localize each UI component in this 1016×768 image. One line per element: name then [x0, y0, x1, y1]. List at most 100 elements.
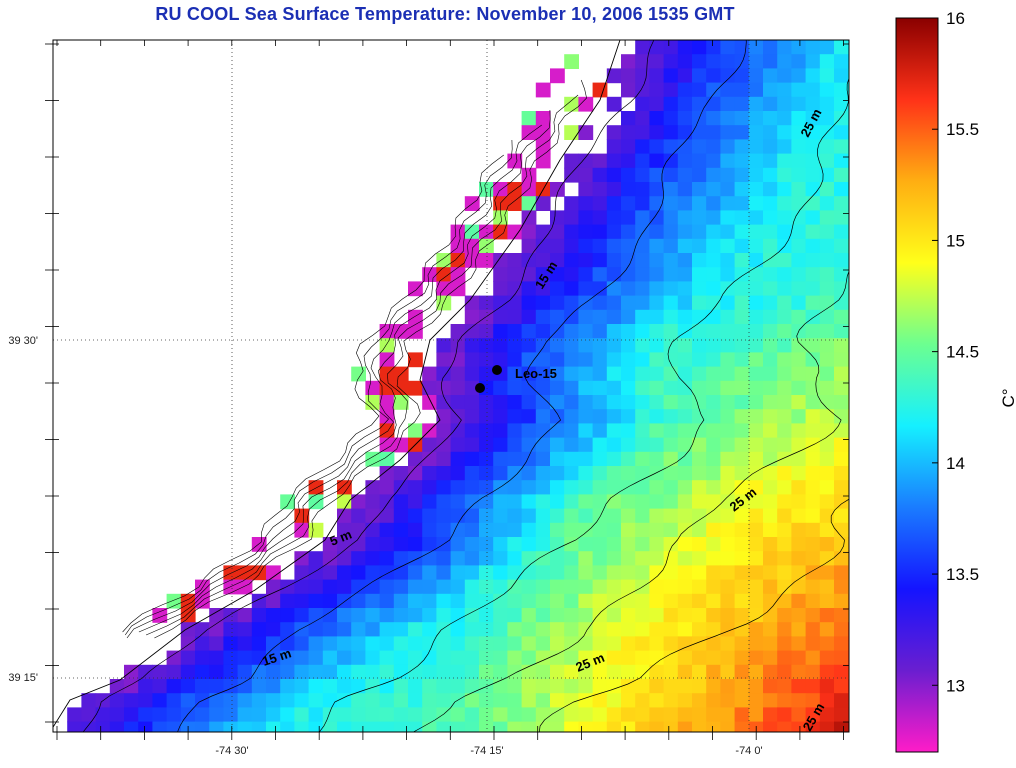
- sst-cell: [734, 338, 750, 353]
- sst-cell: [564, 395, 579, 410]
- sst-cell: [606, 707, 622, 723]
- bathymetry-contours: [82, 40, 849, 732]
- sst-cell: [663, 579, 679, 595]
- sst-cell: [464, 508, 480, 524]
- sst-cell: [535, 622, 551, 637]
- sst-cell: [479, 551, 494, 566]
- sst-cell: [720, 693, 736, 708]
- sst-cell: [819, 650, 835, 666]
- sst-cell: [280, 579, 295, 595]
- sst-cell: [706, 267, 721, 282]
- sst-cell: [493, 309, 508, 325]
- sst-cell: [720, 721, 736, 732]
- sst-cell: [606, 210, 622, 226]
- sst-cell: [379, 451, 395, 467]
- sst-cell: [791, 636, 807, 652]
- sst-cell: [550, 68, 565, 84]
- sst-cell: [535, 125, 551, 140]
- sst-cell: [720, 664, 736, 680]
- sst-cell: [763, 622, 778, 637]
- sst-cell: [578, 679, 594, 694]
- sst-cell: [649, 295, 665, 311]
- sst-cell: [578, 196, 594, 211]
- sst-cell: [365, 565, 381, 581]
- sst-cell: [422, 593, 437, 609]
- sst-cell: [677, 82, 693, 98]
- sst-cell: [791, 437, 807, 453]
- sst-cell: [734, 352, 750, 368]
- sst-cell: [408, 707, 423, 723]
- sst-cell: [635, 466, 650, 481]
- sst-cell: [706, 508, 721, 524]
- sst-cell: [649, 224, 665, 240]
- bay-outline: [124, 139, 513, 636]
- sst-cell: [223, 636, 239, 652]
- sst-cell: [720, 125, 736, 140]
- sst-cell: [720, 380, 736, 396]
- sst-cell: [322, 636, 338, 652]
- sst-cell: [763, 281, 778, 297]
- sst-cell: [834, 224, 849, 240]
- sst-cell: [81, 707, 97, 723]
- sst-cell: [493, 679, 508, 694]
- sst-cell: [834, 139, 849, 155]
- sst-cell: [479, 437, 494, 453]
- sst-cell: [393, 650, 409, 666]
- sst-cell: [507, 707, 523, 723]
- sst-cell: [834, 167, 849, 183]
- sst-cell: [422, 537, 437, 552]
- sst-cell: [251, 721, 267, 732]
- sst-cell: [535, 253, 551, 268]
- sst-cell: [564, 608, 579, 623]
- sst-cell: [337, 622, 352, 637]
- sst-cell: [834, 295, 849, 311]
- sst-cell: [365, 593, 381, 609]
- sst-cell: [294, 593, 310, 609]
- sst-cell: [819, 167, 835, 183]
- sst-cell: [393, 565, 409, 581]
- sst-cell: [649, 253, 665, 268]
- sst-cell: [578, 466, 594, 481]
- sst-cell: [834, 366, 849, 382]
- sst-cell: [393, 537, 409, 552]
- sst-cell: [479, 494, 494, 510]
- sst-cell: [621, 224, 636, 240]
- sst-cell: [365, 721, 381, 732]
- sst-cell: [592, 167, 608, 183]
- sst-cell: [479, 295, 494, 311]
- sst-cell: [550, 224, 565, 240]
- sst-cell: [763, 125, 778, 140]
- sst-cell: [535, 82, 551, 98]
- sst-cell: [635, 167, 650, 183]
- sst-cell: [819, 437, 835, 453]
- sst-cell: [535, 395, 551, 410]
- sst-cell: [635, 366, 650, 382]
- sst-cell: [649, 96, 665, 112]
- sst-cell: [578, 352, 594, 368]
- sst-cell: [578, 437, 594, 453]
- sst-cell: [493, 437, 508, 453]
- sst-cell: [564, 380, 579, 396]
- sst-cell: [734, 664, 750, 680]
- sst-cell: [692, 380, 707, 396]
- sst-cell: [663, 281, 679, 297]
- sst-cell: [379, 622, 395, 637]
- sst-cell: [748, 608, 764, 623]
- sst-cell: [791, 309, 807, 325]
- sst-cell: [493, 409, 508, 424]
- sst-cell: [365, 650, 381, 666]
- sst-cell: [635, 153, 650, 169]
- sst-cell: [720, 54, 736, 69]
- sst-cell: [748, 82, 764, 98]
- sst-cell: [578, 593, 594, 609]
- sst-cell: [763, 380, 778, 396]
- sst-cell: [507, 522, 523, 538]
- sst-cell: [720, 437, 736, 453]
- sst-cell: [408, 466, 423, 481]
- sst-cell: [635, 565, 650, 581]
- sst-cell: [351, 366, 366, 382]
- sst-cell: [337, 565, 352, 581]
- sst-cell: [550, 309, 565, 325]
- sst-cell: [578, 366, 594, 382]
- sst-cell: [763, 395, 778, 410]
